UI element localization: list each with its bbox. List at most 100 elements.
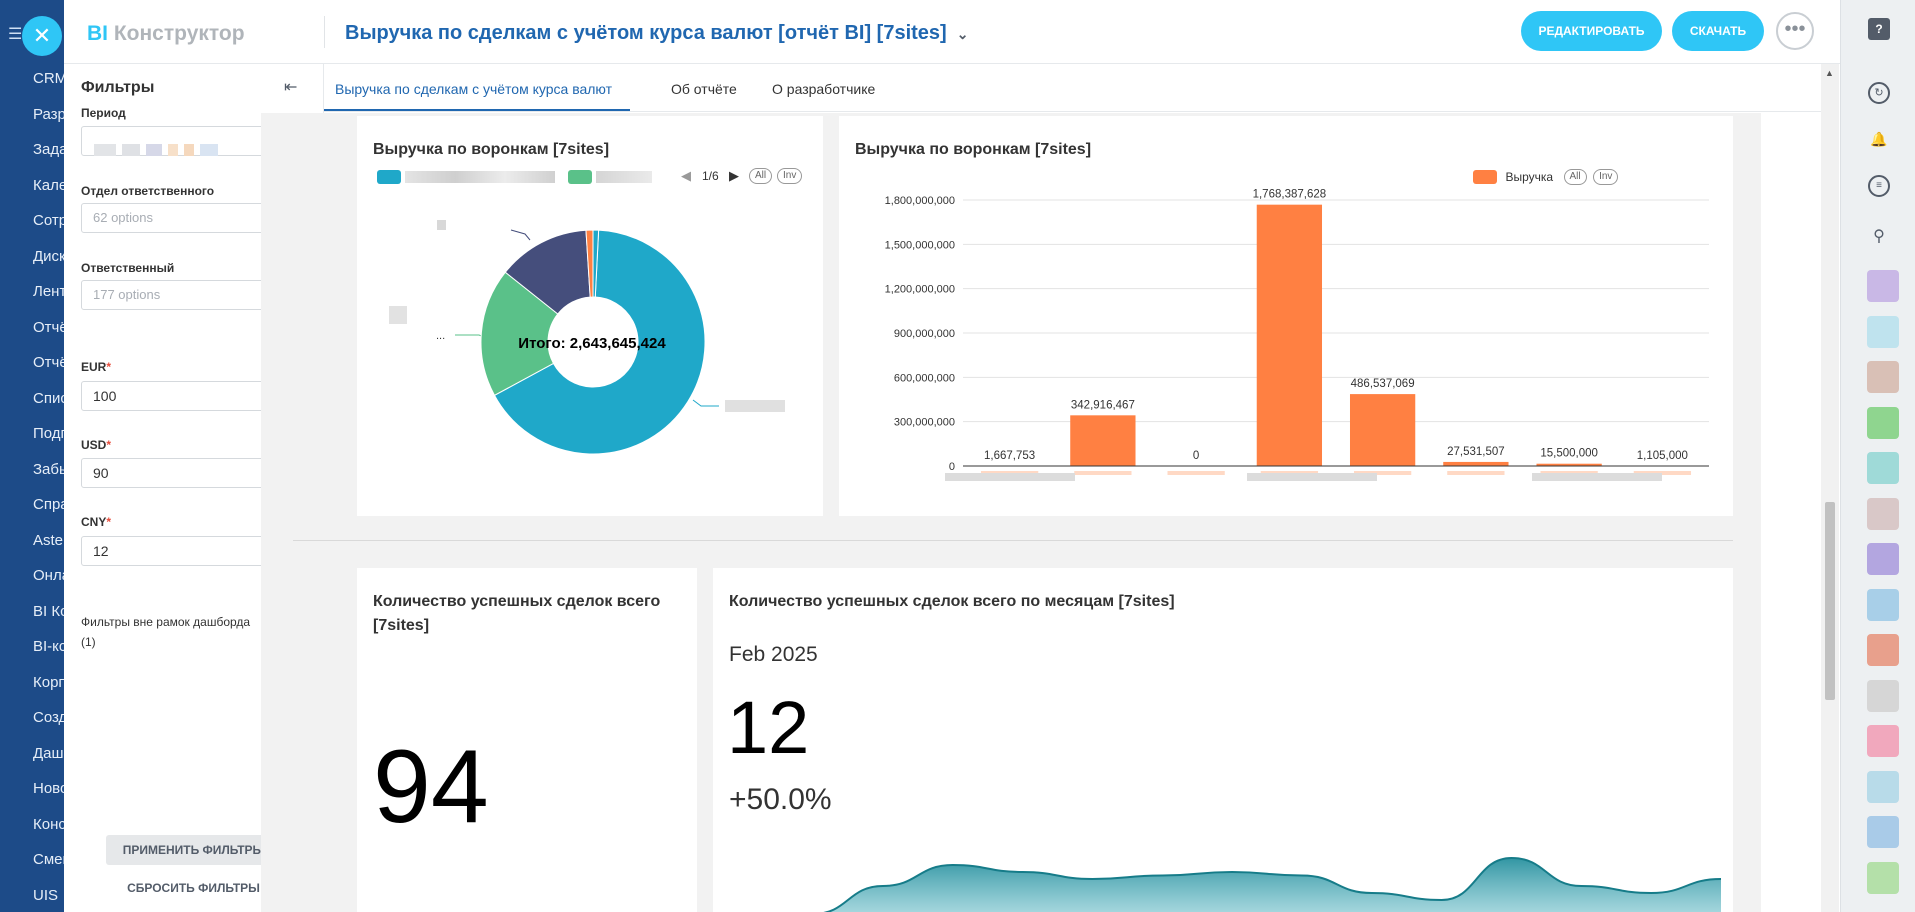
- x-tick-redacted: [1074, 471, 1132, 475]
- report-title-text: Выручка по сделкам с учётом курса валют …: [345, 22, 947, 44]
- nav-item[interactable]: Забы: [33, 460, 66, 478]
- chevron-right-icon[interactable]: ▶: [729, 168, 739, 183]
- nav-item[interactable]: Онла: [33, 567, 66, 584]
- nav-item[interactable]: Смен: [33, 851, 66, 868]
- report-title[interactable]: Выручка по сделкам с учётом курса валют …: [345, 22, 968, 45]
- nav-item[interactable]: CRM: [33, 70, 66, 87]
- resp-label: Ответственный: [81, 261, 175, 275]
- avatar[interactable]: [1867, 361, 1899, 393]
- chevron-left-icon[interactable]: ◀: [681, 168, 691, 183]
- nav-item[interactable]: Спра: [33, 496, 66, 513]
- nav-item[interactable]: Ново: [33, 780, 66, 797]
- nav-item[interactable]: Дашк: [33, 744, 66, 762]
- month-card: Количество успешных сделок всего по меся…: [713, 568, 1733, 912]
- avatar[interactable]: [1867, 588, 1899, 621]
- month-value: 12: [727, 686, 810, 769]
- bar[interactable]: [1349, 394, 1416, 466]
- legend-swatch[interactable]: [567, 169, 592, 184]
- avatar[interactable]: [1867, 406, 1899, 439]
- pie-chart-card: Выручка по воронкам [7sites] ◀ 1/6 ▶ All…: [357, 116, 823, 516]
- logo: BI Конструктор: [87, 22, 245, 46]
- avatar[interactable]: [1867, 679, 1899, 712]
- edit-button[interactable]: РЕДАКТИРОВАТЬ: [1521, 11, 1662, 51]
- filters-title: Фильтры: [81, 79, 155, 96]
- nav-item[interactable]: Сотр: [33, 212, 66, 229]
- apply-filters-button[interactable]: ПРИМЕНИТЬ ФИЛЬТРЫ: [106, 835, 281, 865]
- pie-slice[interactable]: [480, 271, 559, 397]
- chevron-down-icon[interactable]: ⌄: [956, 26, 969, 42]
- tab-about-report[interactable]: Об отчёте: [671, 81, 737, 97]
- nav-item[interactable]: Созд: [33, 709, 66, 726]
- search-icon[interactable]: ⚲: [1873, 228, 1885, 245]
- legend-swatch[interactable]: [377, 169, 401, 184]
- more-icon[interactable]: •••: [1776, 12, 1814, 50]
- count-value: 94: [373, 729, 489, 845]
- legend-label: Выручка: [1505, 169, 1554, 184]
- outside-filters[interactable]: Фильтры вне рамок дашборда (1): [81, 612, 281, 652]
- avatar[interactable]: [1867, 452, 1899, 484]
- scroll-up-icon[interactable]: ▲: [1825, 68, 1834, 78]
- nav-item[interactable]: Отчё: [33, 354, 66, 371]
- dashboard: Выручка по воронкам [7sites] ◀ 1/6 ▶ All…: [261, 113, 1761, 912]
- legend-swatch[interactable]: [1473, 169, 1497, 184]
- tab-revenue[interactable]: Выручка по сделкам с учётом курса валют: [335, 81, 613, 97]
- bell-icon[interactable]: 🔔: [1870, 131, 1888, 147]
- bar[interactable]: [1256, 204, 1323, 466]
- eur-value: 100: [93, 388, 117, 404]
- usd-label: USD*: [81, 438, 111, 452]
- legend-all-button[interactable]: All: [1563, 168, 1587, 185]
- avatar[interactable]: [1867, 315, 1899, 348]
- legend-inv-button[interactable]: Inv: [777, 168, 803, 184]
- avatar[interactable]: [1867, 270, 1899, 302]
- pie-chart: ... Итого: 2,643,645,424: [389, 220, 785, 455]
- reset-filters-button[interactable]: СБРОСИТЬ ФИЛЬТРЫ: [127, 881, 260, 895]
- nav-item[interactable]: Подг: [33, 425, 66, 442]
- nav-item[interactable]: Лент: [33, 283, 66, 300]
- nav-item[interactable]: Зада: [33, 141, 66, 158]
- help-icon[interactable]: ?: [1868, 18, 1890, 40]
- dept-placeholder: 62 options: [93, 210, 153, 225]
- chat-icon[interactable]: ≡: [1868, 175, 1890, 197]
- nav-item[interactable]: Отчё: [33, 318, 66, 336]
- nav-item[interactable]: Корп: [33, 673, 66, 691]
- avatar[interactable]: [1867, 634, 1899, 666]
- bar-chart: 0 300,000,000 600,000,000 900,000,000 1,200,…: [885, 189, 1709, 481]
- nav-item[interactable]: BI Кс: [33, 602, 66, 620]
- collapse-sidebar-icon[interactable]: ⇤: [284, 79, 298, 96]
- nav-item[interactable]: Кале: [33, 176, 66, 194]
- legend-inv-button[interactable]: Inv: [1593, 168, 1619, 185]
- nav-item[interactable]: Разр: [33, 105, 66, 123]
- scrollbar[interactable]: ▲: [1821, 64, 1839, 912]
- download-button[interactable]: СКАЧАТЬ: [1672, 11, 1764, 51]
- bar-value-label: 15,500,000: [1540, 448, 1598, 460]
- y-tick-label: 900,000,000: [894, 328, 955, 340]
- nav-item[interactable]: Диск: [33, 247, 66, 265]
- divider: [324, 16, 325, 48]
- avatar[interactable]: [1867, 861, 1899, 894]
- avatar[interactable]: [1867, 770, 1899, 803]
- menu-icon[interactable]: ☰: [8, 26, 23, 43]
- area-chart: [823, 856, 1722, 912]
- dept-label: Отдел ответственного: [81, 184, 215, 198]
- pie-slice[interactable]: [493, 229, 706, 455]
- scroll-thumb[interactable]: [1825, 502, 1835, 700]
- nav-item[interactable]: Спис: [33, 389, 66, 407]
- avatar[interactable]: [1867, 543, 1899, 575]
- avatar[interactable]: [1867, 725, 1899, 757]
- nav-item[interactable]: Aste: [33, 531, 64, 549]
- tab-about-developer[interactable]: О разработчике: [772, 81, 876, 97]
- sync-icon[interactable]: ↻: [1868, 82, 1890, 104]
- avatar[interactable]: [1867, 497, 1899, 530]
- bar[interactable]: [1070, 415, 1136, 466]
- close-icon[interactable]: ✕: [22, 16, 62, 56]
- pie-total-label: Итого: 2,643,645,424: [518, 335, 666, 352]
- nav-item[interactable]: Конс: [33, 815, 66, 833]
- legend-all-button[interactable]: All: [749, 168, 773, 184]
- avatar[interactable]: [1867, 816, 1899, 848]
- bar[interactable]: [1536, 463, 1602, 466]
- y-tick-label: 1,500,000,000: [885, 239, 955, 251]
- nav-item[interactable]: BI-кс: [33, 638, 66, 655]
- pie-slice[interactable]: [592, 229, 600, 298]
- nav-item[interactable]: UIS: [33, 886, 59, 904]
- bar[interactable]: [1443, 461, 1509, 466]
